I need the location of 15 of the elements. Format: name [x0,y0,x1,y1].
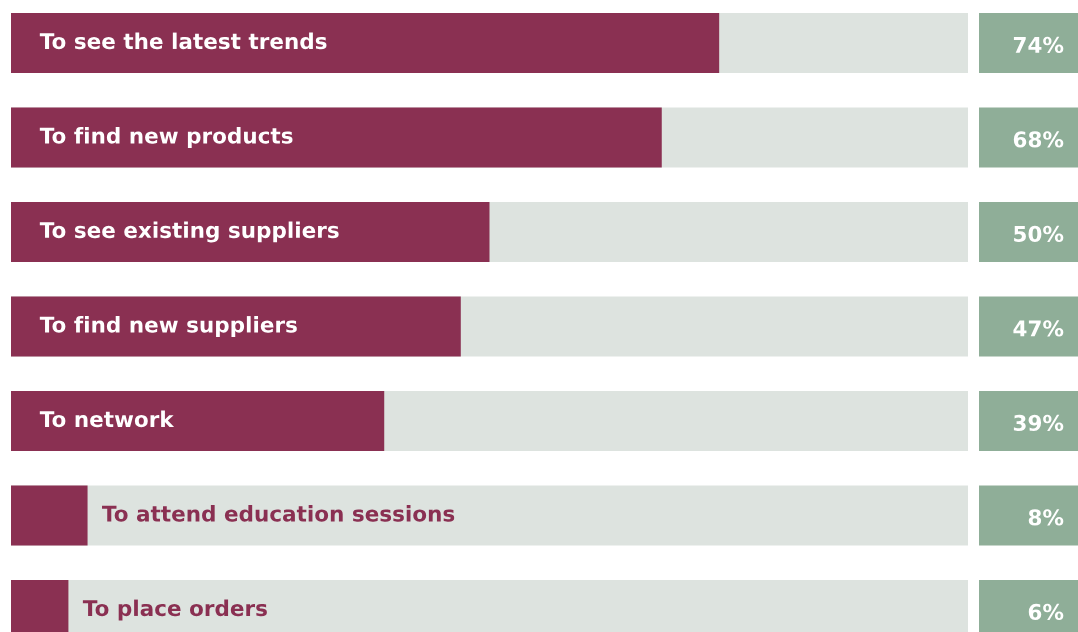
data-label: 8% [1028,509,1064,526]
y-tick-label: To see the latest trends [39,32,327,50]
data-label: 74% [1013,36,1064,54]
y-tick-label: To place orders [82,599,267,621]
y-tick-label: To find new suppliers [39,316,297,337]
y-tick-label: To network [39,410,175,428]
bar [11,485,88,546]
y-tick-label: To find new products [39,127,293,148]
data-label: 47% [1013,320,1064,337]
data-label: 6% [1028,603,1064,621]
data-label: 68% [1013,131,1064,148]
data-label: 39% [1013,414,1064,432]
y-tick-label: To attend education sessions [102,505,455,522]
y-tick-label: To see existing suppliers [39,221,339,243]
data-label: 50% [1014,225,1064,243]
